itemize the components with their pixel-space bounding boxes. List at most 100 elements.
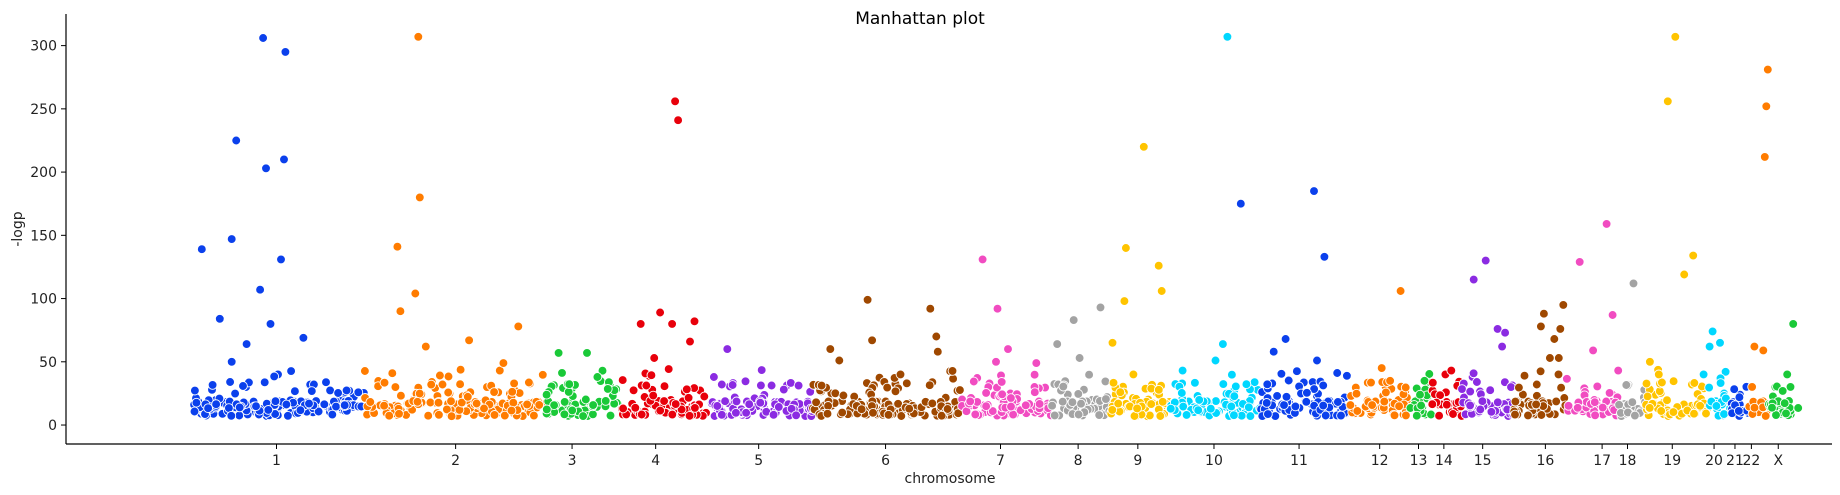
data-point-chr-11: [1301, 396, 1312, 407]
data-point-chr-9: [1107, 405, 1118, 415]
data-point-chr-6: [830, 388, 841, 399]
data-point-chr-6: [856, 404, 867, 415]
data-point-chr-19: [1656, 406, 1667, 416]
data-point-chr-7: [1020, 400, 1031, 411]
data-point-chr-19: [1662, 395, 1672, 406]
data-point-chr-9: [1153, 384, 1164, 395]
data-point-chr-2: [426, 379, 437, 390]
data-point-chr-9: [1121, 243, 1131, 253]
data-point-chr-13: [1416, 400, 1426, 411]
data-point-chr-4: [630, 402, 641, 413]
data-point-chr-3: [557, 368, 567, 378]
data-point-chr-2: [379, 400, 389, 411]
data-point-chr-5: [756, 365, 767, 375]
data-point-chr-18: [1614, 399, 1624, 410]
data-point-chr-2: [443, 387, 454, 398]
data-point-chr-17: [1604, 388, 1615, 398]
data-point-chr-2: [499, 410, 510, 421]
data-point-chr-6: [955, 385, 965, 395]
data-point-chr-9: [1132, 403, 1142, 414]
data-point-chr-11: [1262, 379, 1273, 390]
data-point-chr-9: [1153, 260, 1164, 271]
data-point-chr-3: [605, 410, 616, 421]
data-point-chr-16: [1545, 353, 1555, 363]
data-point-chr-4: [635, 319, 646, 329]
data-point-chr-3: [602, 384, 613, 394]
data-point-chr-8: [1067, 397, 1078, 408]
data-point-chr-17: [1607, 310, 1618, 320]
data-point-chr-14: [1441, 399, 1452, 410]
data-point-chr-12: [1394, 401, 1404, 412]
data-point-chr-7: [1034, 399, 1045, 409]
data-point-chr-15: [1500, 327, 1510, 338]
data-point-chr-20: [1704, 341, 1715, 352]
data-point-chr-2: [537, 369, 548, 380]
data-point-chr-14: [1427, 377, 1438, 388]
data-point-chr-2: [412, 396, 423, 407]
data-point-chr-10: [1218, 379, 1229, 389]
data-point-chr-1: [331, 401, 341, 412]
data-point-chr-5: [756, 380, 766, 391]
data-point-chr-5: [716, 379, 727, 390]
data-point-chr-15: [1492, 324, 1503, 334]
data-point-chr-5: [741, 407, 751, 418]
data-point-chr-10: [1193, 405, 1204, 416]
data-point-chr-3: [541, 389, 552, 400]
data-point-chr-2: [434, 409, 444, 420]
data-point-chr-3: [600, 396, 611, 406]
data-point-chr-17: [1589, 397, 1600, 408]
data-point-chr-3: [553, 348, 564, 358]
data-point-chr-16: [1551, 396, 1562, 407]
data-point-chr-6: [925, 303, 936, 314]
x-tick-label-chr-4: 4: [651, 453, 660, 469]
data-point-chr-1: [196, 244, 207, 255]
data-point-chr-21: [1729, 384, 1740, 395]
data-point-chr-19: [1641, 378, 1652, 389]
data-point-chr-16: [1555, 324, 1566, 334]
data-point-chr-7: [991, 356, 1001, 367]
data-point-chr-2: [379, 377, 390, 388]
data-point-chr-3: [592, 372, 603, 382]
x-tick-label-chr-5: 5: [754, 453, 763, 469]
data-point-chr-12: [1367, 400, 1377, 410]
data-point-chr-12: [1366, 377, 1376, 388]
y-axis-label: -logp: [10, 211, 26, 246]
data-point-chr-11: [1332, 368, 1343, 378]
data-point-chr-3: [597, 365, 608, 376]
data-point-chr-16: [1553, 369, 1564, 380]
data-point-chr-7: [977, 254, 988, 265]
data-point-chr-2: [433, 397, 444, 408]
data-point-chr-9: [1155, 411, 1166, 421]
data-point-chr-4: [628, 385, 639, 396]
data-points: [189, 31, 1804, 422]
data-point-chr-7: [1031, 358, 1042, 368]
data-point-chr-10: [1210, 355, 1221, 366]
data-point-chr-22: [1758, 345, 1769, 356]
data-point-chr-7: [981, 401, 991, 412]
data-point-chr-10: [1222, 31, 1233, 42]
data-point-chr-22: [1761, 101, 1772, 112]
data-point-chr-11: [1283, 375, 1294, 386]
data-point-chr-17: [1563, 400, 1574, 411]
data-point-chr-4: [617, 375, 628, 385]
data-point-chr-7: [970, 409, 981, 420]
data-point-chr-13: [1426, 409, 1436, 420]
data-point-chr-3: [567, 405, 578, 416]
data-point-chr-10: [1211, 396, 1221, 406]
data-point-chr-1: [295, 405, 306, 416]
data-point-chr-4: [655, 405, 666, 416]
data-point-chr-9: [1113, 398, 1124, 409]
data-point-chr-1: [286, 366, 296, 376]
data-point-chr-6: [883, 409, 894, 420]
data-point-chr-12: [1400, 382, 1411, 393]
data-point-chr-2: [423, 410, 434, 421]
data-point-chr-20: [1715, 378, 1726, 388]
x-tick-label-chr-X: X: [1773, 453, 1783, 469]
data-point-chr-8: [1052, 339, 1063, 349]
data-point-chr-12: [1401, 410, 1411, 421]
data-point-chr-10: [1226, 401, 1237, 412]
data-point-chr-4: [689, 316, 700, 327]
x-tick-label-chr-20: 20: [1705, 453, 1723, 469]
data-point-chr-1: [327, 409, 338, 420]
data-point-chr-16: [1510, 396, 1521, 407]
